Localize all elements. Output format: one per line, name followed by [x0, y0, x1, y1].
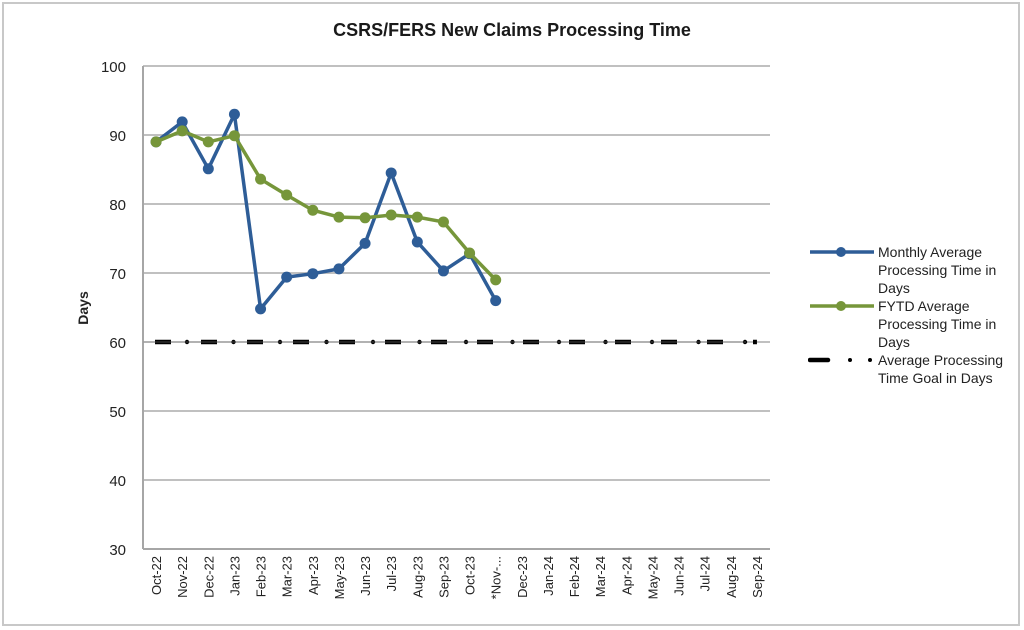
x-tick-label: Dec-22 [201, 556, 216, 598]
x-tick-label: Dec-23 [515, 556, 530, 598]
legend-label-fytd-line-1: FYTD Average [878, 298, 970, 314]
y-tick-label: 90 [109, 128, 126, 145]
data-point-marker [359, 237, 371, 249]
legend-label-monthly-line-1: Monthly Average [878, 244, 983, 260]
legend-swatch-monthly-icon [810, 247, 874, 257]
data-point-marker [385, 167, 397, 179]
data-point-marker [255, 173, 267, 185]
data-point-marker [437, 265, 449, 277]
data-point-marker [228, 108, 240, 120]
data-point-marker [255, 303, 267, 315]
data-point-marker [490, 274, 502, 286]
legend-label-fytd-line-2: Processing Time in [878, 316, 997, 332]
y-tick-label: 50 [109, 404, 126, 421]
data-point-marker [150, 136, 162, 148]
data-point-marker [411, 211, 423, 223]
series-line-1 [155, 129, 497, 282]
data-point-marker [359, 212, 371, 224]
legend-swatch-fytd-icon [810, 301, 874, 311]
data-point-marker [437, 216, 449, 228]
legend-label-fytd-line-3: Days [878, 334, 910, 350]
data-point-marker [281, 271, 293, 283]
x-tick-label: Jul-23 [384, 556, 399, 591]
legend-swatch-goal-icon [808, 357, 872, 363]
series-group [143, 108, 757, 345]
x-tick-label: Sep-24 [750, 556, 765, 598]
x-tick-label: Jun-24 [672, 556, 687, 596]
legend-item-goal: Average Processing Time Goal in Days [808, 351, 1022, 387]
y-tick-label: 70 [109, 266, 126, 283]
x-tick-label: May-24 [645, 556, 660, 599]
x-tick-label: Mar-23 [280, 556, 295, 597]
x-tick-label: Jul-24 [698, 556, 713, 591]
data-point-marker [281, 189, 293, 201]
data-point-marker [228, 130, 240, 142]
y-tick-label: 40 [109, 473, 126, 490]
legend-item-monthly: Monthly Average Processing Time in Days [808, 243, 1022, 297]
x-tick-label: Jan-24 [541, 556, 556, 596]
x-tick-label: May-23 [332, 556, 347, 599]
x-axis: Oct-22 Nov-22 Dec-22 Jan-23 Feb-23 Mar-23 Apr-… [149, 556, 765, 599]
data-point-marker [202, 136, 214, 148]
x-tick-label: Jan-23 [227, 556, 242, 596]
x-tick-label: Aug-23 [410, 556, 425, 598]
data-point-marker [385, 209, 397, 221]
chart-title: CSRS/FERS New Claims Processing Time [333, 20, 691, 40]
data-point-marker [307, 268, 319, 280]
x-tick-label: *Nov-... [489, 556, 504, 599]
x-tick-label: Apr-24 [619, 556, 634, 595]
y-axis: 30 40 50 60 70 80 90 100 [101, 59, 144, 559]
data-point-marker [411, 236, 423, 248]
legend-label-goal-line-2: Time Goal in Days [878, 370, 993, 386]
x-tick-label: Oct-22 [149, 556, 164, 595]
y-tick-label: 60 [109, 335, 126, 352]
data-point-marker [333, 263, 345, 275]
y-tick-label: 30 [109, 542, 126, 559]
x-tick-label: Jun-23 [358, 556, 373, 596]
x-tick-label: Sep-23 [436, 556, 451, 598]
data-point-marker [176, 125, 188, 137]
data-point-marker [307, 204, 319, 216]
data-point-marker [464, 247, 476, 259]
x-tick-label: Aug-24 [724, 556, 739, 598]
y-tick-label: 100 [101, 59, 126, 76]
y-tick-label: 80 [109, 197, 126, 214]
data-point-marker [490, 295, 502, 307]
x-tick-label: Oct-23 [463, 556, 478, 595]
chart-legend: Monthly Average Processing Time in Days … [808, 243, 1022, 387]
data-point-marker [176, 116, 188, 128]
data-point-marker [333, 211, 345, 223]
y-axis-label: Days [75, 291, 91, 325]
legend-label-monthly-line-3: Days [878, 280, 910, 296]
x-tick-label: Nov-22 [175, 556, 190, 598]
legend-label-monthly-line-2: Processing Time in [878, 262, 997, 278]
data-point-marker [202, 163, 214, 175]
series-line-0 [154, 112, 498, 311]
x-tick-label: Feb-23 [254, 556, 269, 597]
x-tick-label: Feb-24 [567, 556, 582, 597]
x-tick-label: Apr-23 [306, 556, 321, 595]
x-tick-label: Mar-24 [593, 556, 608, 597]
legend-label-goal-line-1: Average Processing [878, 352, 1004, 368]
legend-item-fytd: FYTD Average Processing Time in Days [808, 297, 1022, 351]
